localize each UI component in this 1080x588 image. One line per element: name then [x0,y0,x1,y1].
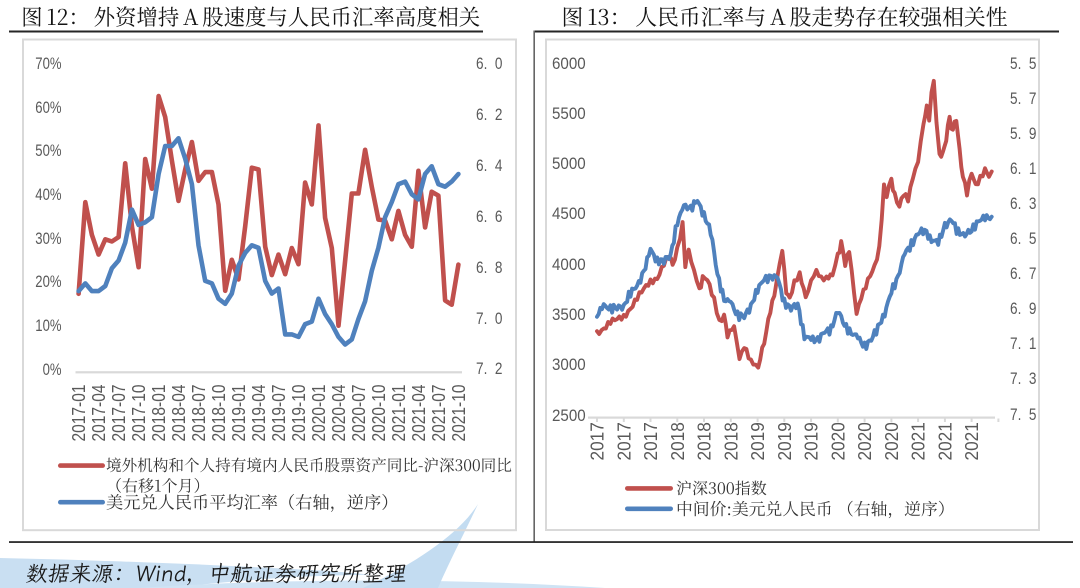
svg-text:2018-10: 2018-10 [209,384,230,441]
svg-text:2021-07: 2021-07 [429,384,450,441]
svg-text:2018-04: 2018-04 [169,384,190,441]
svg-text:2020-10: 2020-10 [369,384,390,441]
svg-text:2017-01: 2017-01 [69,384,90,441]
svg-text:2019: 2019 [801,422,822,460]
svg-text:2020: 2020 [855,422,876,460]
svg-text:2019-01: 2019-01 [229,384,250,441]
svg-text:2017: 2017 [614,422,635,460]
svg-text:2017-07: 2017-07 [109,384,130,441]
svg-text:2020-07: 2020-07 [349,384,370,441]
svg-text:2020: 2020 [881,422,902,460]
svg-text:2017: 2017 [641,422,662,460]
svg-text:2019: 2019 [774,422,795,460]
svg-text:2020-01: 2020-01 [309,384,330,441]
svg-text:2017-04: 2017-04 [89,384,110,441]
svg-text:2017-10: 2017-10 [129,384,150,441]
svg-text:2019-04: 2019-04 [249,384,270,441]
svg-text:2018: 2018 [721,422,742,460]
svg-text:2018: 2018 [694,422,715,460]
svg-text:2021: 2021 [962,422,983,460]
svg-text:2021-04: 2021-04 [409,384,430,441]
svg-text:2019: 2019 [748,422,769,460]
svg-text:2021: 2021 [908,422,929,460]
svg-text:2018-07: 2018-07 [189,384,210,441]
svg-text:2021-01: 2021-01 [389,384,410,441]
svg-text:2018: 2018 [667,422,688,460]
svg-text:2019-07: 2019-07 [269,384,290,441]
svg-text:2017: 2017 [587,422,608,460]
svg-text:2020-04: 2020-04 [329,384,350,441]
svg-text:2020: 2020 [828,422,849,460]
svg-text:2019-10: 2019-10 [289,384,310,441]
svg-text:2021-10: 2021-10 [449,384,470,441]
svg-text:2021: 2021 [935,422,956,460]
svg-text:2018-01: 2018-01 [149,384,170,441]
